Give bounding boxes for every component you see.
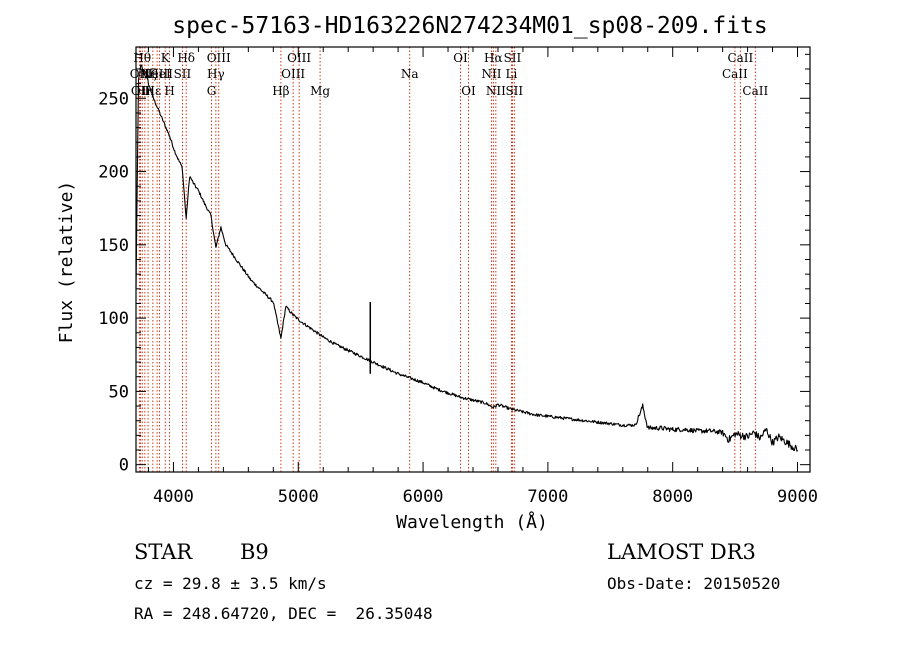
spectral-line-label: NII [486,84,506,98]
spectral-line-label: Hη [136,84,154,98]
object-class: STAR [134,540,193,564]
y-tick-label: 50 [109,382,129,402]
survey-name: LAMOST DR3 [607,540,756,564]
spectral-line-label: HeI [148,67,171,81]
spectral-line-label: OI [461,84,476,98]
spectral-line-label: Li [506,67,518,81]
spectral-line-label: OIII [281,67,305,81]
x-axis-ticks: 4000 5000 6000 7000 8000 9000 [147,47,818,507]
x-tick-label: 7000 [527,487,568,507]
spectral-line-label: H [164,84,174,98]
spectral-line-label: NII [481,67,501,81]
spectral-line-label: CaII [727,51,753,65]
y-tick-label: 0 [119,456,129,476]
spectral-line-labels: OIIOIIHθHηHζHεNeIIIHeIKHSIIHδGHγOIIIHβOI… [130,51,769,98]
spectral-line-label: Hβ [272,84,289,98]
spectrum-series-line [135,64,798,452]
spectral-line-label: SII [504,51,522,65]
spectral-line-markers [138,47,756,472]
plot-frame [135,46,811,473]
y-tick-label: 200 [98,163,129,183]
spectral-line-label: Mg [310,84,330,98]
x-axis-label: Wavelength (Å) [396,511,548,533]
spectral-line-label: CaII [742,84,768,98]
spectral-line-label: CaII [722,67,748,81]
spectral-line-label: Na [401,67,419,81]
ra-dec-coordinates: RA = 248.64720, DEC = 26.35048 [134,604,433,623]
spectral-line-label: Hα [484,51,503,65]
spectral-line-label: K [161,51,171,65]
spectral-line-label: G [207,84,217,98]
spectral-line-label: OI [453,51,468,65]
spectral-line-label: SII [174,67,192,81]
y-axis-ticks: 0 50 100 150 200 250 [98,53,810,476]
y-tick-label: 150 [98,236,129,256]
observation-date: Obs-Date: 20150520 [607,574,781,593]
spectral-line-label: Hδ [177,51,195,65]
redshift-cz: cz = 29.8 ± 3.5 km/s [134,574,327,593]
object-subclass: B9 [240,540,269,564]
spectral-line-label: Hε [145,84,162,98]
y-tick-label: 100 [98,309,129,329]
spectral-line-label: NeIII [141,67,173,81]
x-tick-label: 6000 [403,487,444,507]
spectral-line-label: OIII [207,51,231,65]
y-tick-label: 250 [98,89,129,109]
x-tick-label: 9000 [777,487,818,507]
spectral-line-label: OIII [287,51,311,65]
y-axis-label: Flux (relative) [56,181,77,344]
x-tick-label: 5000 [278,487,319,507]
spectral-line-label: Hγ [207,67,225,81]
x-tick-label: 8000 [652,487,693,507]
chart-title: spec-57163-HD163226N274234M01_sp08-209.f… [172,13,767,39]
spectral-line-label: SII [505,84,523,98]
x-tick-label: 4000 [153,487,194,507]
spectrum-chart: spec-57163-HD163226N274234M01_sp08-209.f… [56,13,818,533]
